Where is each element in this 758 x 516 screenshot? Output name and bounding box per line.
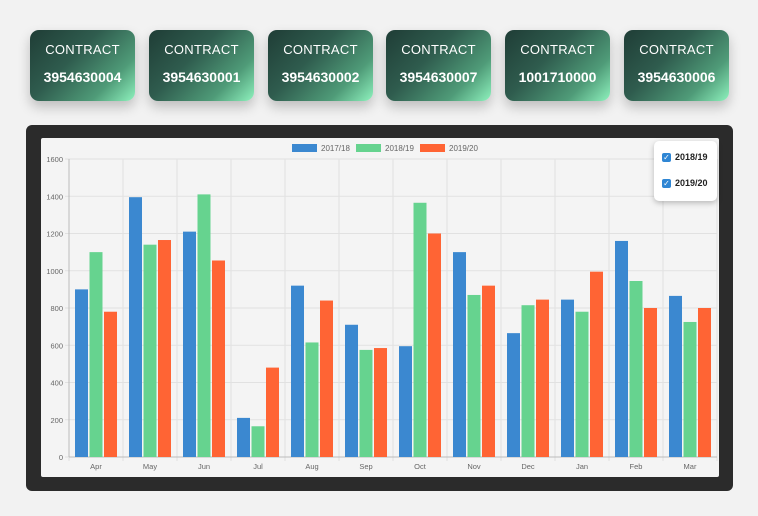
bar-2017-18-nov bbox=[453, 252, 466, 457]
contract-card-label: CONTRACT bbox=[164, 42, 239, 57]
bar-2019-20-jul bbox=[266, 367, 279, 457]
bar-2017-18-aug bbox=[291, 285, 304, 457]
checkbox-checked-icon[interactable]: ✓ bbox=[662, 152, 671, 162]
bar-2019-20-may bbox=[158, 240, 171, 457]
bar-2018-19-nov bbox=[467, 294, 481, 457]
bar-2019-20-mar bbox=[698, 308, 711, 457]
contract-card-number: 1001710000 bbox=[518, 69, 597, 85]
bar-2017-18-jan bbox=[561, 299, 574, 457]
contract-card[interactable]: CONTRACT 1001710000 bbox=[505, 30, 610, 101]
y-tick-label: 1200 bbox=[46, 230, 63, 239]
contract-card[interactable]: CONTRACT 3954630001 bbox=[149, 30, 254, 101]
bar-2019-20-jun bbox=[212, 260, 225, 457]
contract-card-number: 3954630001 bbox=[162, 69, 241, 85]
bar-2019-20-sep bbox=[374, 348, 387, 457]
contract-card-label: CONTRACT bbox=[520, 42, 595, 57]
contract-card-label: CONTRACT bbox=[283, 42, 358, 57]
bar-2019-20-oct bbox=[428, 233, 441, 457]
x-tick-label: Nov bbox=[467, 462, 481, 471]
bar-2017-18-jun bbox=[183, 231, 196, 457]
bar-2018-19-mar bbox=[683, 321, 697, 457]
y-tick-label: 0 bbox=[59, 453, 63, 462]
x-tick-label: Dec bbox=[521, 462, 535, 471]
bar-2019-20-nov bbox=[482, 285, 495, 457]
chart-frame: 0 200 400 600 800 1000 1200 1400 1600 Apr May Jun Ju… bbox=[26, 125, 733, 491]
bar-2018-19-apr bbox=[89, 252, 103, 457]
bar-2018-19-oct bbox=[413, 202, 427, 457]
bar-2019-20-jan bbox=[590, 271, 603, 457]
bar-2017-18-dec bbox=[507, 333, 520, 457]
bar-2018-19-jun bbox=[197, 194, 211, 457]
x-tick-label: Jan bbox=[576, 462, 588, 471]
contract-card-label: CONTRACT bbox=[45, 42, 120, 57]
x-tick-label: Jul bbox=[253, 462, 263, 471]
x-tick-label: Apr bbox=[90, 462, 102, 471]
bar-2017-18-mar bbox=[669, 295, 682, 457]
contract-card-number: 3954630002 bbox=[281, 69, 360, 85]
contract-card-number: 3954630004 bbox=[43, 69, 122, 85]
contract-card-number: 3954630007 bbox=[399, 69, 478, 85]
bar-2019-20-dec bbox=[536, 299, 549, 457]
y-tick-label: 1000 bbox=[46, 267, 63, 276]
y-tick-label: 400 bbox=[50, 379, 63, 388]
contract-card[interactable]: CONTRACT 3954630006 bbox=[624, 30, 729, 101]
y-tick-label: 200 bbox=[50, 416, 63, 425]
bar-2018-19-aug bbox=[305, 342, 319, 457]
x-tick-label: Oct bbox=[414, 462, 427, 471]
bar-2018-19-feb bbox=[629, 280, 643, 457]
bar-2018-19-jan bbox=[575, 311, 589, 457]
y-tick-label: 800 bbox=[50, 304, 63, 313]
series-toggle-label: 2018/19 bbox=[675, 152, 708, 162]
series-toggle-label: 2019/20 bbox=[675, 178, 708, 188]
bar-2017-18-sep bbox=[345, 324, 358, 457]
x-tick-label: Feb bbox=[630, 462, 643, 471]
bar-2017-18-oct bbox=[399, 346, 412, 457]
chart-panel: 0 200 400 600 800 1000 1200 1400 1600 Apr May Jun Ju… bbox=[41, 138, 719, 477]
x-tick-label: May bbox=[143, 462, 157, 471]
bar-chart: 0 200 400 600 800 1000 1200 1400 1600 Apr May Jun Ju… bbox=[46, 144, 718, 471]
series-toggle-panel: ✓ 2018/19 ✓ 2019/20 bbox=[654, 141, 717, 201]
series-toggle-2019-20[interactable]: ✓ 2019/20 bbox=[662, 176, 708, 190]
legend-label: 2018/19 bbox=[385, 144, 414, 153]
y-tick-label: 1400 bbox=[46, 192, 63, 201]
contract-card-number: 3954630006 bbox=[637, 69, 716, 85]
checkbox-checked-icon[interactable]: ✓ bbox=[662, 178, 671, 188]
legend-swatch bbox=[420, 144, 445, 152]
bar-2019-20-feb bbox=[644, 308, 657, 457]
bar-2017-18-feb bbox=[615, 240, 628, 457]
legend-label: 2019/20 bbox=[449, 144, 478, 153]
bar-2019-20-aug bbox=[320, 300, 333, 457]
legend-swatch bbox=[356, 144, 381, 152]
bar-2018-19-may bbox=[143, 244, 157, 457]
bar-2018-19-sep bbox=[359, 349, 373, 457]
bar-2019-20-apr bbox=[104, 311, 117, 457]
legend-swatch bbox=[292, 144, 317, 152]
bar-2018-19-dec bbox=[521, 305, 535, 457]
x-tick-label: Aug bbox=[305, 462, 318, 471]
series-toggle-2018-19[interactable]: ✓ 2018/19 bbox=[662, 150, 708, 164]
legend-label: 2017/18 bbox=[321, 144, 350, 153]
contract-card-label: CONTRACT bbox=[401, 42, 476, 57]
contract-card-label: CONTRACT bbox=[639, 42, 714, 57]
bar-2017-18-jul bbox=[237, 417, 250, 457]
contract-card[interactable]: CONTRACT 3954630007 bbox=[386, 30, 491, 101]
y-tick-label: 600 bbox=[50, 341, 63, 350]
x-tick-label: Sep bbox=[359, 462, 372, 471]
bar-2018-19-jul bbox=[251, 426, 265, 457]
x-tick-label: Mar bbox=[684, 462, 697, 471]
bar-2017-18-may bbox=[129, 197, 142, 457]
bar-2017-18-apr bbox=[75, 289, 88, 457]
y-tick-label: 1600 bbox=[46, 155, 63, 164]
contract-card[interactable]: CONTRACT 3954630004 bbox=[30, 30, 135, 101]
x-tick-label: Jun bbox=[198, 462, 210, 471]
contract-cards: CONTRACT 3954630004 CONTRACT 3954630001 … bbox=[0, 0, 758, 110]
contract-card[interactable]: CONTRACT 3954630002 bbox=[268, 30, 373, 101]
